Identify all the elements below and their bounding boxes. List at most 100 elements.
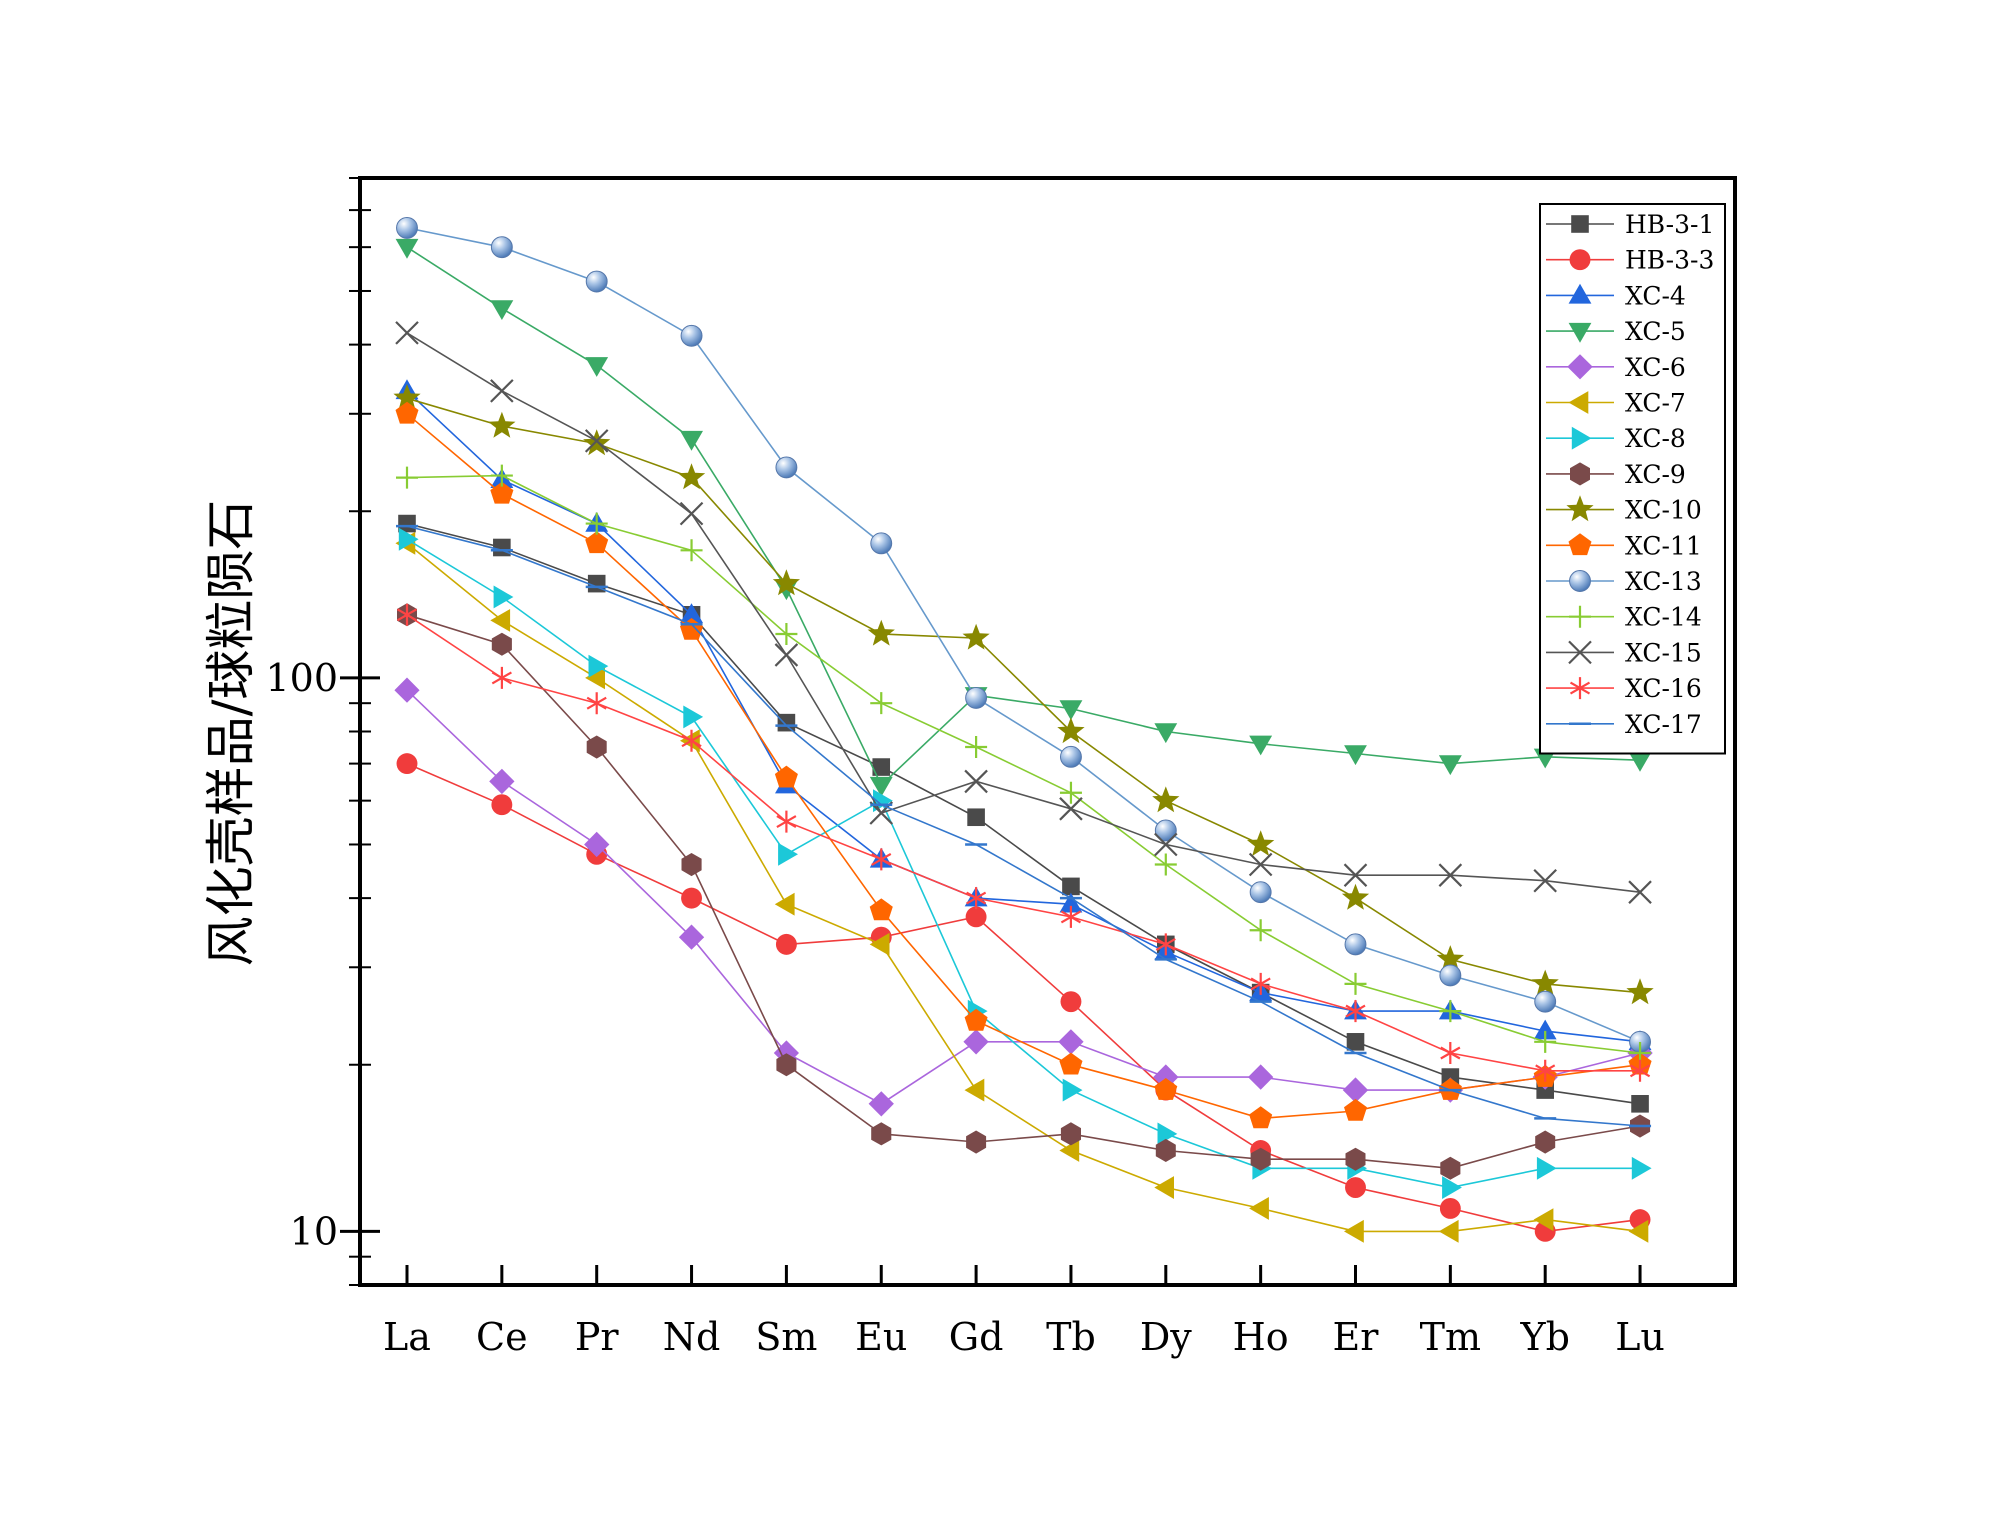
data-point [962, 623, 990, 650]
data-point [1438, 863, 1463, 887]
data-point [1059, 700, 1083, 721]
data-point [1249, 919, 1272, 942]
data-point [491, 794, 513, 816]
data-point [1154, 819, 1177, 842]
data-point [396, 603, 418, 626]
data-point [777, 713, 796, 732]
data-point [1534, 1030, 1557, 1053]
series-xc-11 [395, 401, 1652, 1129]
data-point [1250, 972, 1271, 995]
x-tick-label: Lu [1615, 1315, 1665, 1359]
data-point [491, 632, 512, 656]
data-point [1628, 880, 1652, 904]
data-point [776, 1053, 797, 1077]
data-point [1154, 1078, 1178, 1100]
x-tick-labels: La Ce Pr Nd Sm Eu Gd Tb Dy Ho Er Tm Yb Lu [383, 1315, 1665, 1359]
data-point [680, 539, 703, 562]
data-point [681, 887, 702, 909]
data-point [1628, 1219, 1649, 1243]
data-point [1057, 717, 1085, 744]
data-point [774, 892, 795, 916]
series-line [406, 474, 1641, 1054]
data-point [1436, 945, 1464, 971]
data-point [394, 677, 420, 703]
data-point [585, 531, 609, 554]
data-point [773, 1040, 799, 1066]
data-point [490, 481, 514, 504]
data-point [1344, 745, 1367, 766]
data-point [1059, 781, 1082, 804]
x-tick-label: La [383, 1315, 431, 1359]
data-point [586, 692, 607, 715]
x-tick-label: Tm [1420, 1315, 1481, 1359]
legend-marker [1567, 354, 1593, 380]
data-point [871, 1122, 892, 1146]
data-point [776, 810, 797, 833]
legend-label: XC-8 [1625, 424, 1686, 453]
data-point [772, 569, 800, 596]
series-xc-17 [396, 524, 1652, 1128]
series-line [406, 227, 1641, 1043]
data-point [965, 906, 987, 928]
data-point [774, 643, 799, 667]
data-point [683, 705, 704, 729]
data-point [868, 1091, 894, 1117]
data-point [1536, 1156, 1557, 1180]
data-point [395, 401, 419, 424]
data-point [680, 603, 703, 623]
data-point [395, 321, 419, 345]
data-point [1345, 1147, 1366, 1171]
x-tick-label: Nd [663, 1315, 721, 1359]
data-point [775, 623, 798, 646]
data-point [964, 1078, 985, 1102]
legend-label: XC-9 [1625, 460, 1686, 489]
data-point [1628, 751, 1652, 772]
data-point [1346, 1033, 1365, 1051]
data-point [678, 924, 705, 950]
data-point [1154, 832, 1178, 857]
data-point [490, 379, 514, 403]
data-point [964, 769, 988, 794]
legend-label: XC-17 [1625, 710, 1702, 739]
legend-label: XC-14 [1625, 603, 1702, 632]
data-point [490, 300, 514, 320]
series-line [406, 390, 1641, 1043]
data-point [588, 654, 609, 678]
data-point [1438, 755, 1462, 776]
data-point [1060, 1122, 1081, 1146]
data-point [393, 384, 421, 410]
y-tick-labels: 10 100 [265, 656, 338, 1254]
legend-label: HB-3-3 [1625, 246, 1714, 275]
data-point [964, 1008, 988, 1031]
legend-marker [1569, 605, 1591, 628]
series-line [406, 246, 1641, 787]
legend-marker [1568, 283, 1592, 304]
data-point [1062, 1078, 1083, 1102]
data-point [680, 324, 703, 347]
data-point [1440, 1156, 1461, 1180]
series-xc-16 [396, 603, 1651, 1082]
legend-label: XC-15 [1625, 638, 1702, 667]
legend-marker [1568, 533, 1592, 556]
data-point [1438, 1219, 1459, 1243]
data-point [489, 768, 515, 795]
data-point [1341, 883, 1370, 910]
series-line [406, 522, 1641, 1105]
y-tick-label: 100 [265, 656, 338, 700]
legend-label: XC-4 [1625, 281, 1686, 310]
legend-label: XC-16 [1625, 674, 1702, 703]
series-line [406, 538, 1640, 1189]
x-tick-label: Eu [855, 1315, 907, 1359]
legend-marker [1569, 249, 1591, 271]
data-point [1631, 1156, 1652, 1180]
legend-label: HB-3-1 [1625, 210, 1714, 239]
data-point [1344, 1219, 1364, 1243]
data-point [1631, 1095, 1649, 1113]
data-point [870, 692, 893, 715]
x-tick-label: Gd [949, 1315, 1004, 1359]
legend-marker [1571, 215, 1589, 233]
data-point [1059, 797, 1083, 821]
data-point [1059, 1052, 1083, 1075]
legend-marker [1569, 570, 1591, 592]
